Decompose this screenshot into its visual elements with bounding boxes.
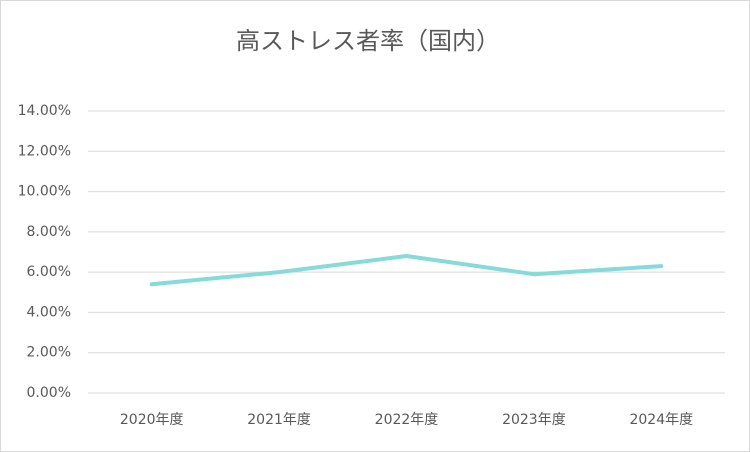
x-tick-label: 2020年度 — [120, 412, 184, 428]
y-tick-label: 2.00% — [27, 345, 71, 361]
y-tick-label: 0.00% — [27, 385, 71, 401]
y-tick-label: 14.00% — [18, 103, 71, 119]
y-tick-label: 8.00% — [27, 224, 71, 240]
x-tick-label: 2024年度 — [629, 412, 693, 428]
chart-title: 高ストレス者率（国内） — [236, 27, 500, 55]
data-line — [149, 254, 664, 287]
x-tick-label: 2022年度 — [375, 412, 439, 428]
y-tick-label: 12.00% — [18, 143, 71, 159]
x-tick-label: 2021年度 — [247, 412, 311, 428]
y-tick-label: 10.00% — [18, 184, 71, 200]
x-tick-label: 2023年度 — [502, 412, 566, 428]
y-tick-label: 4.00% — [27, 304, 71, 320]
y-tick-label: 6.00% — [27, 264, 71, 280]
